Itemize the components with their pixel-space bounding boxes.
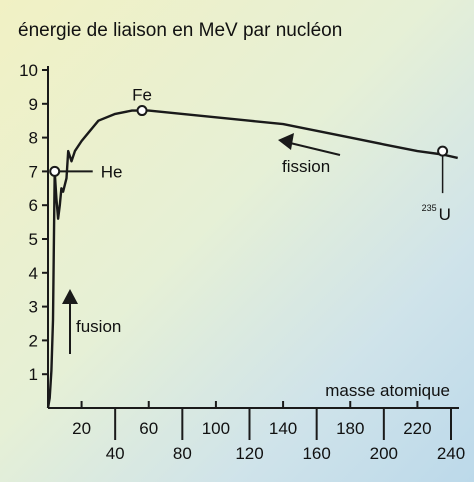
he-point-marker xyxy=(49,165,61,177)
x-tick-label-lower: 240 xyxy=(437,444,465,463)
u-point-marker xyxy=(437,145,449,157)
x-tick-label-upper: 20 xyxy=(72,419,91,438)
y-tick-label: 3 xyxy=(29,298,38,317)
x-tick-label-lower: 40 xyxy=(106,444,125,463)
y-tick-label: 10 xyxy=(19,61,38,80)
y-axis-label: énergie de liaison en MeV par nucléon xyxy=(18,20,343,41)
x-tick-label-lower: 200 xyxy=(370,444,398,463)
x-tick-label-lower: 80 xyxy=(173,444,192,463)
y-tick-label: 4 xyxy=(29,264,38,283)
fusion-label: fusion xyxy=(76,317,121,336)
y-tick-label: 9 xyxy=(29,95,38,114)
x-tick-label-lower: 160 xyxy=(302,444,330,463)
fusion-arrow-head xyxy=(62,289,78,304)
y-tick-label: 8 xyxy=(29,129,38,148)
fission-arrow-shaft xyxy=(285,141,341,156)
y-tick-label: 1 xyxy=(29,365,38,384)
fission-label: fission xyxy=(282,157,330,176)
x-tick-label-lower: 120 xyxy=(235,444,263,463)
x-tick-label-upper: 100 xyxy=(202,419,230,438)
y-tick-label: 5 xyxy=(29,230,38,249)
x-tick-label-upper: 140 xyxy=(269,419,297,438)
he-point-label: He xyxy=(101,162,123,181)
x-tick-label-upper: 60 xyxy=(139,419,158,438)
x-tick-label-upper: 220 xyxy=(403,419,431,438)
x-tick-label-upper: 180 xyxy=(336,419,364,438)
binding-energy-curve xyxy=(46,109,458,409)
fe-point-marker xyxy=(136,105,148,117)
u-point-label: U xyxy=(439,205,451,224)
fission-arrow-head xyxy=(278,133,294,150)
u-mass-superscript: 235 xyxy=(422,203,437,213)
y-tick-label: 7 xyxy=(29,162,38,181)
y-tick-label: 6 xyxy=(29,196,38,215)
y-tick-label: 2 xyxy=(29,331,38,350)
x-axis-label: masse atomique xyxy=(325,381,450,400)
fe-point-label: Fe xyxy=(132,86,152,105)
